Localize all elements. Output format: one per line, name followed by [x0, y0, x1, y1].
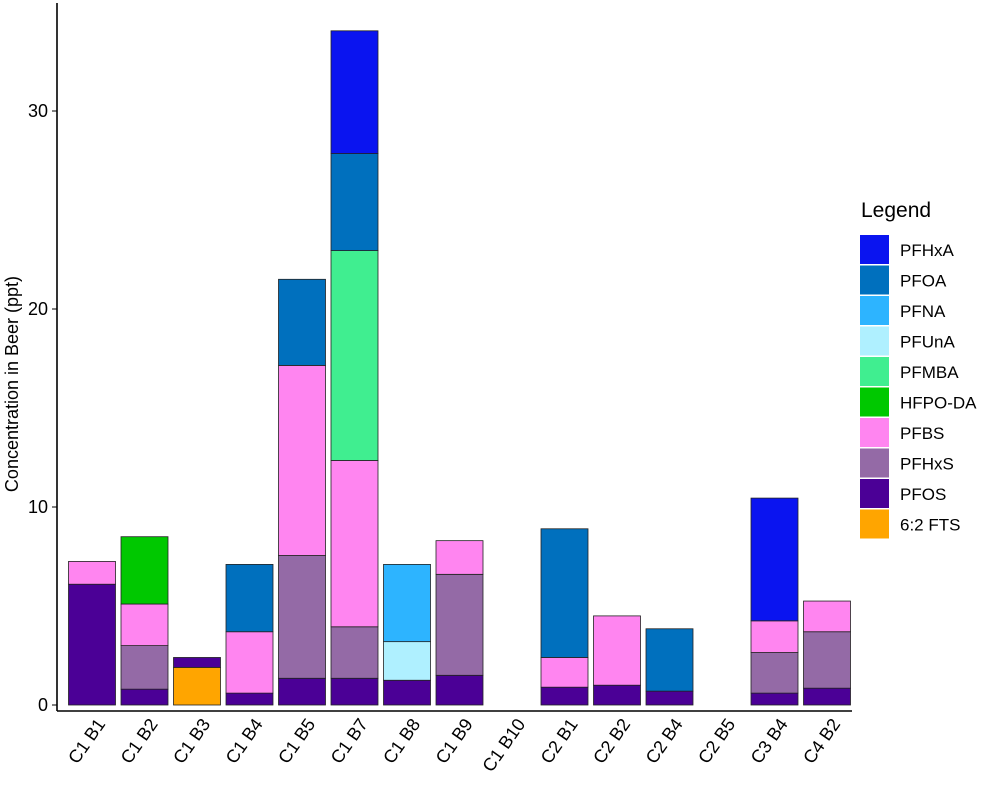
x-tick-label-c1-b9: C1 B9: [432, 715, 477, 767]
bar-segment-c4-b2-pfbs: [803, 600, 851, 633]
bar-segment-c1-b3-pfos: [173, 657, 221, 668]
bar-segment-c2-b1-pfbs: [540, 657, 589, 688]
x-tick-label-c2-b4: C2 B4: [642, 715, 687, 767]
legend-swatch-pfhxa: [860, 235, 889, 264]
x-tick-label-c2-b5: C2 B5: [694, 715, 739, 767]
bar-segment-c4-b2-pfhxs: [803, 631, 851, 689]
x-tick-label-c1-b3: C1 B3: [169, 715, 214, 767]
bar-segment-c1-b7-pfbs: [330, 460, 379, 628]
legend-swatch-6-2-fts: [860, 509, 889, 539]
y-tick-label-20: 20: [28, 299, 48, 319]
bar-segment-c1-b5-pfoa: [278, 278, 326, 366]
axes-layer: [56, 3, 852, 712]
legend-swatch-hfpo-da: [860, 387, 889, 417]
bar-segment-c1-b4-pfoa: [225, 564, 274, 633]
bar-segment-c1-b9-pfos: [435, 674, 484, 706]
y-tick-label-0: 0: [38, 695, 48, 715]
bar-segment-c4-b2-pfos: [803, 687, 851, 706]
bar-segment-c1-b4-pfos: [225, 692, 274, 706]
bar-segment-c1-b3-6-2-fts: [173, 666, 221, 706]
x-tick-label-c1-b7: C1 B7: [327, 715, 372, 767]
bar-segment-c1-b7-pfos: [330, 677, 379, 706]
x-tick-label-c4-b2: C4 B2: [799, 715, 844, 767]
legend-label-pfmba: PFMBA: [900, 363, 959, 382]
bar-segment-c2-b4-pfos: [645, 690, 694, 706]
x-tick-label-c2-b1: C2 B1: [537, 715, 582, 767]
bar-segment-c1-b4-pfbs: [225, 631, 274, 694]
bar-segment-c1-b9-pfhxs: [435, 573, 484, 676]
legend-label-pfna: PFNA: [900, 302, 946, 321]
legend-swatch-pfbs: [860, 418, 889, 447]
bar-segment-c1-b5-pfbs: [278, 365, 326, 556]
x-tick-label-c3-b4: C3 B4: [747, 715, 792, 767]
bars-layer: [68, 30, 851, 706]
legend-title: Legend: [861, 199, 931, 222]
bar-segment-c1-b7-pfmba: [330, 250, 379, 461]
y-tick-label-30: 30: [28, 101, 48, 121]
legend-label-pfuna: PFUnA: [900, 333, 955, 352]
legend-label-hfpo-da: HFPO-DA: [900, 394, 977, 413]
legend-swatch-pfos: [860, 479, 889, 508]
bar-segment-c1-b7-pfhxa: [330, 30, 379, 154]
x-tick-label-c1-b5: C1 B5: [274, 715, 319, 767]
legend-label-pfoa: PFOA: [900, 272, 947, 291]
bar-segment-c3-b4-pfhxa: [750, 497, 799, 622]
bar-segment-c2-b1-pfoa: [540, 528, 589, 658]
bar-segment-c3-b4-pfhxs: [750, 652, 799, 694]
bar-segment-c2-b1-pfos: [540, 686, 589, 706]
x-tick-label-c1-b4: C1 B4: [222, 715, 267, 767]
legend-label-pfhxa: PFHxA: [900, 241, 955, 260]
legend-label-pfos: PFOS: [900, 485, 946, 504]
bar-segment-c1-b2-hfpo-da: [120, 536, 169, 605]
legend-label-pfhxs: PFHxS: [900, 455, 954, 474]
x-tick-label-c1-b10: C1 B10: [478, 715, 529, 776]
bar-segment-c1-b8-pfna: [383, 564, 431, 643]
x-tick-label-c2-b2: C2 B2: [589, 715, 634, 767]
legend-label-6-2-fts: 6:2 FTS: [900, 516, 960, 535]
bar-segment-c1-b8-pfos: [383, 679, 431, 706]
legend-swatch-pfoa: [860, 265, 889, 295]
bar-segment-c1-b1-pfbs: [68, 561, 116, 585]
y-tick-label-10: 10: [28, 497, 48, 517]
bar-segment-c1-b2-pfhxs: [120, 645, 169, 690]
legend-swatch-pfna: [860, 296, 889, 325]
bar-segment-c3-b4-pfos: [750, 692, 799, 706]
legend-swatch-pfmba: [860, 357, 889, 386]
bar-segment-c1-b1-pfos: [68, 583, 116, 706]
legend-swatch-pfuna: [860, 326, 889, 356]
bar-segment-c1-b8-pfuna: [383, 641, 431, 681]
legend-swatch-pfhxs: [860, 448, 889, 478]
bar-segment-c1-b9-pfbs: [435, 540, 484, 575]
y-axis-label: Concentration in Beer (ppt): [2, 276, 22, 492]
bar-segment-c1-b5-pfos: [278, 677, 326, 706]
x-tick-label-c1-b2: C1 B2: [117, 715, 162, 767]
x-tick-label-c1-b8: C1 B8: [379, 715, 424, 767]
bar-segment-c1-b7-pfhxs: [330, 626, 379, 679]
y-tick-labels: 0 10 20 30: [28, 101, 57, 715]
bar-segment-c1-b2-pfbs: [120, 603, 169, 647]
bar-segment-c1-b7-pfoa: [330, 153, 379, 251]
x-tick-labels: C1 B1 C1 B2 C1 B3 C1 B4 C1 B5 C1 B7 C1 B8 C1 B9…: [64, 715, 844, 776]
bar-segment-c3-b4-pfbs: [750, 620, 799, 653]
bar-segment-c2-b2-pfos: [593, 684, 641, 706]
legend: Legend PFHxA PFOA PFNA PFUnA PFMBA HFPO-DA PFB…: [860, 199, 977, 539]
bar-segment-c1-b2-pfos: [120, 688, 169, 706]
bar-segment-c1-b5-pfhxs: [278, 555, 326, 679]
x-tick-label-c1-b1: C1 B1: [64, 715, 109, 767]
bar-segment-c2-b2-pfbs: [593, 615, 641, 686]
bar-segment-c2-b4-pfoa: [645, 628, 694, 692]
legend-label-pfbs: PFBS: [900, 424, 944, 443]
